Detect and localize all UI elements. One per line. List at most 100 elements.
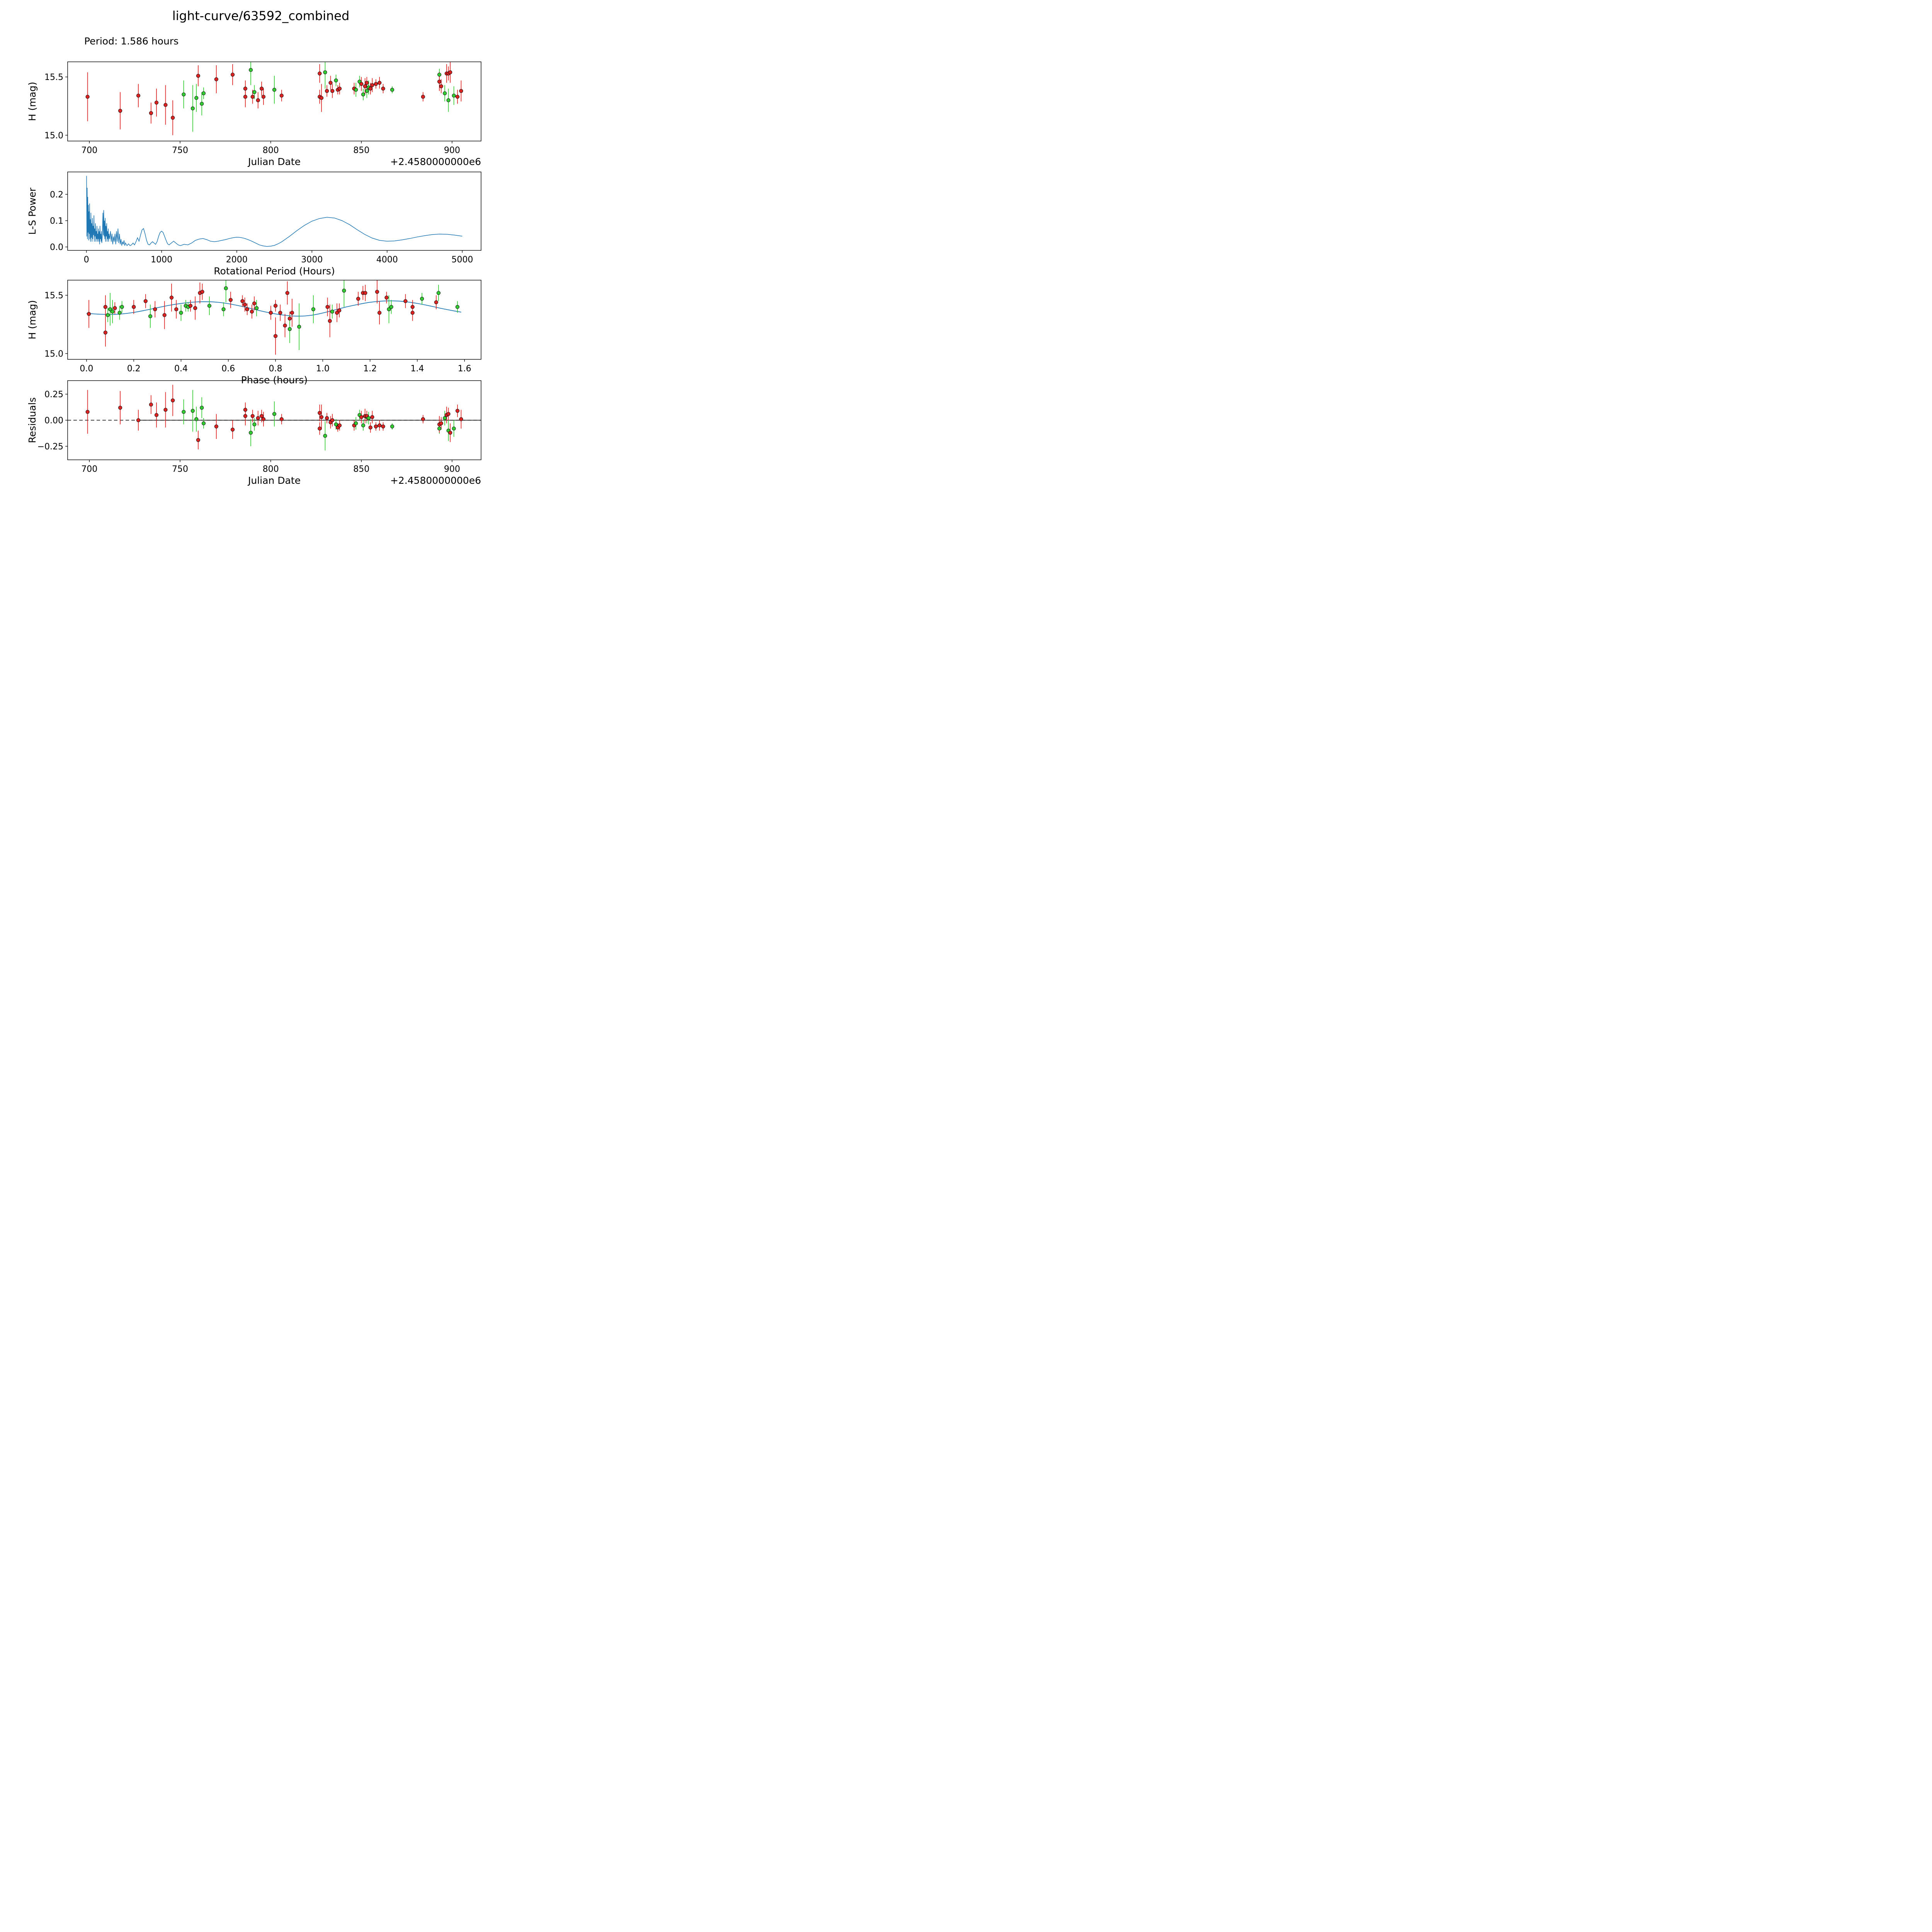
data-point xyxy=(243,303,247,307)
data-point xyxy=(149,111,153,115)
data-point xyxy=(452,94,456,98)
data-point xyxy=(368,87,372,91)
data-point xyxy=(231,427,235,432)
data-point xyxy=(446,98,451,102)
data-point xyxy=(243,408,247,412)
data-point xyxy=(387,307,391,311)
y-tick-label: 15.5 xyxy=(44,73,63,82)
data-point xyxy=(448,70,452,75)
data-point xyxy=(328,319,332,323)
data-point xyxy=(243,414,247,418)
data-point xyxy=(356,297,361,301)
data-point xyxy=(201,421,206,425)
data-point xyxy=(437,73,442,77)
x-axis-offset-label: +2.4580000000e6 xyxy=(390,475,481,486)
x-axis-label: Julian Date xyxy=(247,156,301,167)
data-point xyxy=(113,306,117,310)
y-tick-label: 0.25 xyxy=(44,390,63,400)
data-point xyxy=(297,325,301,329)
data-point xyxy=(439,421,443,425)
data-point xyxy=(182,92,186,97)
data-point xyxy=(274,334,278,338)
data-point xyxy=(330,89,335,93)
data-point xyxy=(390,88,395,92)
data-point xyxy=(256,98,260,102)
data-point xyxy=(459,89,463,93)
plot-area xyxy=(86,280,461,355)
axes-frame xyxy=(67,61,481,141)
data-point xyxy=(243,95,247,99)
x-tick-label: 1.0 xyxy=(316,364,330,374)
data-point xyxy=(245,307,249,311)
x-tick-label: 900 xyxy=(444,146,460,155)
data-point xyxy=(359,82,364,86)
data-point xyxy=(325,89,329,93)
data-point xyxy=(455,409,460,413)
data-point xyxy=(287,316,292,321)
fit-curve xyxy=(86,300,461,317)
data-point xyxy=(378,423,382,428)
data-point xyxy=(260,414,264,418)
data-point xyxy=(190,409,195,413)
data-point xyxy=(190,106,195,111)
data-point xyxy=(201,91,206,95)
data-point xyxy=(330,310,334,314)
data-point xyxy=(272,88,277,92)
data-point xyxy=(337,87,342,91)
data-point xyxy=(261,417,265,421)
data-point xyxy=(207,304,211,308)
data-point xyxy=(174,307,179,311)
x-tick-label: 1000 xyxy=(151,255,172,265)
data-point xyxy=(390,424,395,429)
data-point xyxy=(319,96,324,100)
light-curve-figure: light-curve/63592_combined Period: 1.586… xyxy=(0,0,522,522)
data-point xyxy=(260,87,264,91)
data-point xyxy=(194,417,199,421)
axes-frame xyxy=(67,172,481,251)
data-point xyxy=(361,92,366,97)
data-point xyxy=(420,297,424,301)
x-tick-label: 700 xyxy=(81,146,97,155)
data-point xyxy=(163,103,168,107)
x-tick-label: 800 xyxy=(263,146,279,155)
y-tick-label: 15.5 xyxy=(44,291,63,301)
plot-area xyxy=(68,384,481,451)
data-point xyxy=(455,305,459,309)
data-point xyxy=(240,299,245,303)
data-point xyxy=(437,427,442,431)
data-point xyxy=(188,304,192,308)
data-point xyxy=(452,427,456,431)
x-tick-label: 0.0 xyxy=(80,364,93,374)
data-point xyxy=(455,95,460,99)
data-point xyxy=(410,305,415,309)
data-point xyxy=(85,95,90,99)
x-tick-label: 0.2 xyxy=(127,364,141,374)
data-point xyxy=(323,70,327,75)
data-point xyxy=(193,306,197,310)
data-point xyxy=(279,94,284,98)
data-point xyxy=(342,289,346,293)
data-point xyxy=(434,300,438,304)
y-tick-label: 0.1 xyxy=(50,216,63,226)
data-point xyxy=(200,290,204,294)
data-point xyxy=(269,311,273,315)
data-point xyxy=(200,102,204,106)
data-point xyxy=(148,314,153,318)
data-point xyxy=(248,68,253,72)
x-tick-label: 4000 xyxy=(376,255,398,265)
data-point xyxy=(250,95,255,99)
data-point xyxy=(437,80,442,84)
x-tick-label: 0.8 xyxy=(269,364,282,374)
x-axis-offset-label: +2.4580000000e6 xyxy=(390,156,481,167)
x-axis-label: Julian Date xyxy=(247,475,301,486)
data-point xyxy=(374,82,378,86)
data-point xyxy=(325,305,330,309)
y-tick-label: 0.2 xyxy=(50,190,63,200)
data-point xyxy=(221,307,226,311)
data-point xyxy=(272,412,277,416)
data-point xyxy=(154,100,159,105)
data-point xyxy=(278,311,282,315)
data-point xyxy=(328,81,333,85)
data-point xyxy=(250,414,255,418)
data-point xyxy=(363,84,367,88)
